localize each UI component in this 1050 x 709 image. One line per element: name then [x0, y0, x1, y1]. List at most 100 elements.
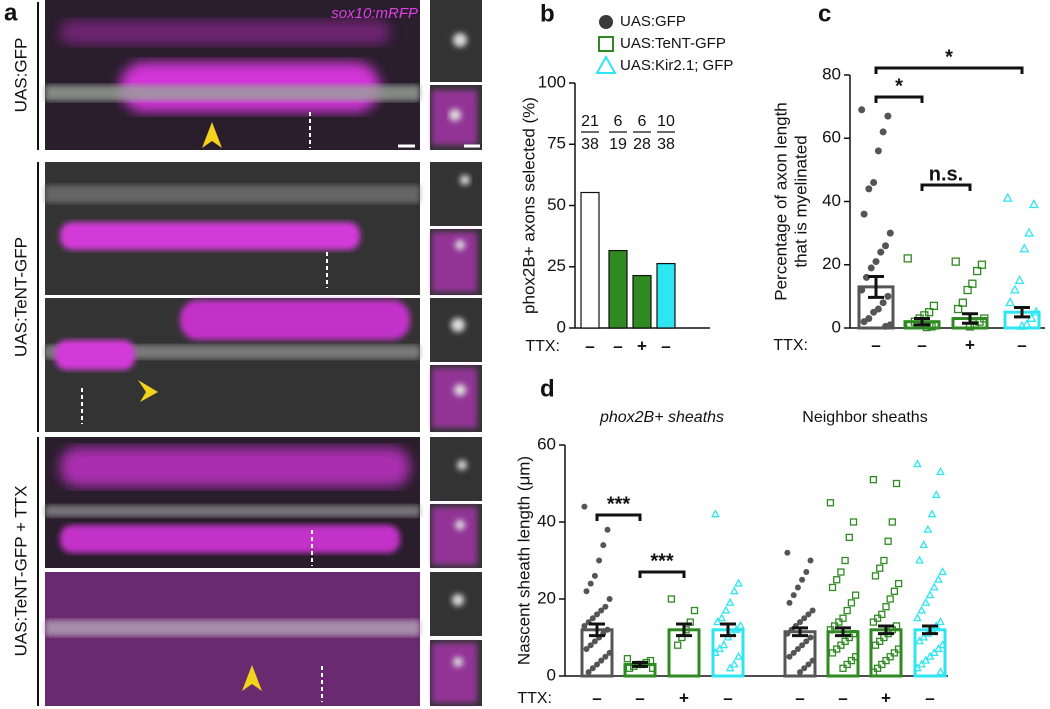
- micrographs: [37, 0, 482, 706]
- group-label: Neighbor sheaths: [802, 409, 927, 426]
- point: [585, 669, 592, 676]
- point: [970, 320, 979, 329]
- point: [884, 292, 892, 300]
- point: [830, 622, 839, 630]
- point: [886, 653, 894, 661]
- bar: [656, 262, 676, 329]
- point: [667, 595, 676, 603]
- point: [849, 518, 858, 526]
- point: [805, 661, 812, 668]
- point: [847, 656, 856, 665]
- error-bar: [922, 624, 938, 636]
- treatment: –: [871, 335, 880, 354]
- y-tick-label: 20: [537, 588, 556, 607]
- point: [934, 574, 943, 583]
- error-bar: [1014, 305, 1030, 319]
- row-label: UAS:TeNT-GFP + TTX: [11, 486, 30, 657]
- treatment: –: [635, 688, 644, 707]
- point: [646, 656, 655, 665]
- point: [690, 606, 699, 615]
- legend-marker: [598, 36, 614, 52]
- point: [884, 537, 892, 545]
- y-tick-label: 40: [822, 191, 841, 210]
- point: [929, 647, 939, 656]
- y-tick-label: 75: [547, 134, 566, 153]
- treatment-label: TTX:: [525, 338, 560, 355]
- point: [833, 645, 841, 653]
- point: [843, 606, 851, 615]
- significance-bracket: [874, 66, 1024, 74]
- point: [858, 286, 866, 294]
- point: [648, 664, 657, 672]
- point: [882, 603, 890, 611]
- point: [717, 613, 727, 622]
- fraction-numerator: 6: [614, 113, 623, 130]
- point: [604, 626, 611, 633]
- point: [713, 617, 722, 626]
- point: [860, 318, 868, 326]
- point: [581, 622, 588, 629]
- point: [913, 613, 922, 622]
- point: [958, 298, 968, 307]
- point: [803, 569, 810, 576]
- fraction-numerator: 6: [638, 113, 647, 130]
- point: [786, 653, 793, 660]
- point: [826, 499, 835, 507]
- point: [1017, 320, 1027, 330]
- point: [715, 644, 724, 653]
- point: [734, 651, 743, 660]
- point: [843, 660, 851, 669]
- y-tick-label: 40: [537, 511, 556, 530]
- point: [801, 615, 808, 622]
- point: [870, 179, 878, 187]
- legend-label: UAS:Kir2.1; GFP: [620, 57, 733, 74]
- point: [794, 584, 801, 591]
- point: [860, 210, 868, 218]
- bar: [608, 249, 628, 329]
- point: [929, 582, 939, 591]
- point: [879, 299, 887, 307]
- treatment: +: [637, 336, 647, 355]
- fraction-numerator: 10: [657, 113, 675, 130]
- point: [882, 656, 890, 665]
- point: [583, 588, 590, 595]
- point: [837, 641, 845, 649]
- point: [892, 622, 901, 630]
- treatment-label: TTX:: [773, 337, 808, 354]
- significance-bracket: [638, 570, 686, 578]
- point: [594, 611, 600, 618]
- point: [929, 301, 939, 311]
- point: [905, 320, 915, 329]
- point: [587, 642, 594, 649]
- point: [953, 304, 963, 314]
- point: [784, 630, 791, 637]
- point: [938, 640, 947, 649]
- point: [934, 644, 943, 653]
- treatment: –: [592, 688, 601, 707]
- fraction-denominator: 38: [657, 136, 675, 153]
- error-bar: [914, 317, 930, 327]
- point: [851, 591, 860, 599]
- point: [913, 459, 922, 468]
- point: [878, 660, 886, 669]
- point: [880, 633, 888, 642]
- point: [786, 599, 793, 606]
- treatment-label: TTX:: [517, 690, 552, 707]
- bar: [632, 274, 652, 329]
- point: [835, 618, 843, 626]
- error-bar: [632, 661, 648, 668]
- image: [45, 572, 420, 706]
- point: [925, 590, 935, 599]
- bar: [580, 191, 600, 329]
- point: [936, 617, 945, 626]
- error-bar: [878, 624, 894, 636]
- point: [1021, 319, 1032, 329]
- point: [972, 266, 982, 276]
- error-bar: [868, 274, 884, 299]
- significance-bracket: [595, 513, 642, 521]
- treatment: –: [613, 336, 622, 355]
- point: [915, 636, 924, 645]
- error-bar: [676, 622, 692, 638]
- legend-marker: [599, 15, 613, 29]
- point: [921, 655, 931, 664]
